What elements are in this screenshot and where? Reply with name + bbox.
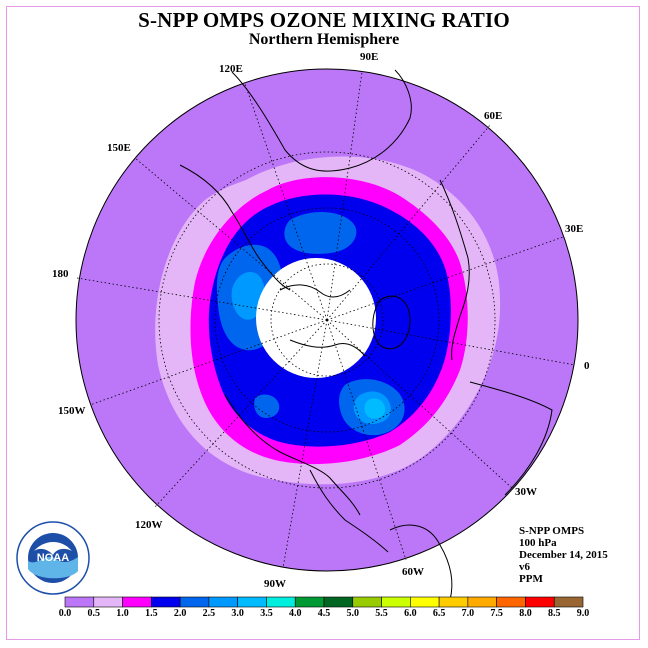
noaa-logo-text: NOAA xyxy=(37,552,69,564)
info-units: PPM xyxy=(519,573,543,585)
latitude-50N xyxy=(214,207,440,433)
coast-africa xyxy=(469,381,553,496)
coast-arctic-2 xyxy=(289,339,366,357)
latitude-70N xyxy=(270,263,384,377)
coast-asia xyxy=(231,69,412,172)
lon-label-30W: 30W xyxy=(515,486,537,498)
figure-frame xyxy=(6,6,640,640)
lon-label-0: 0 xyxy=(584,360,590,372)
colorbar-tick-label: 1.5 xyxy=(145,608,158,619)
colorbar-tick-label: 2.5 xyxy=(202,608,216,619)
lon-label-120W: 120W xyxy=(135,519,163,531)
meridian-120E xyxy=(244,83,328,321)
colorbar-tick-label: 6.0 xyxy=(404,608,417,619)
field-level-2.0-2.5-north xyxy=(284,211,357,254)
polar-no-data-cap xyxy=(256,258,376,378)
colorbar-tick-label: 8.5 xyxy=(547,608,561,619)
colorbar-tick-label: 7.0 xyxy=(461,608,475,619)
colorbar-tick-label: 4.0 xyxy=(288,608,302,619)
colorbar-tick-label: 6.5 xyxy=(432,608,446,619)
lon-label-90W: 90W xyxy=(264,578,286,590)
info-block: S-NPP OMPS 100 hPa December 14, 2015 v6 … xyxy=(519,525,608,585)
colorbar-tick-label: 5.0 xyxy=(346,608,360,619)
lon-label-30E: 30E xyxy=(565,223,584,235)
lon-label-180: 180 xyxy=(52,268,69,280)
field-level-2.5-3.0-west xyxy=(231,271,265,320)
lon-label-150E: 150E xyxy=(107,142,131,154)
lon-label-60W: 60W xyxy=(402,566,424,578)
coast-arctic xyxy=(279,284,351,298)
colorbar-tick-label: 0.0 xyxy=(58,608,72,619)
noaa-logo: NOAA xyxy=(16,521,90,595)
colorbar-tick-label: 9.0 xyxy=(576,608,590,619)
colorbar-tick-label: 3.5 xyxy=(260,608,273,619)
map-title: S-NPP OMPS OZONE MIXING RATIO xyxy=(138,8,510,32)
meridian-30E xyxy=(326,236,564,321)
map-subtitle: Northern Hemisphere xyxy=(248,31,400,48)
meridian-90E xyxy=(326,71,363,321)
colorbar-tick-label: 7.5 xyxy=(490,608,503,619)
info-level: 100 hPa xyxy=(519,537,557,549)
graticule xyxy=(76,71,576,569)
lon-label-150W: 150W xyxy=(58,405,86,417)
latitude-30N xyxy=(158,151,496,489)
lon-label-90E: 90E xyxy=(360,51,379,63)
colorbar-tick-label: 1.0 xyxy=(116,608,129,619)
colorbar-tick-label: 2.0 xyxy=(173,608,187,619)
colorbar-tick-label: 3.0 xyxy=(231,608,244,619)
lon-label-60E: 60E xyxy=(484,110,503,122)
field-level-3.0-3.5-east xyxy=(364,398,386,419)
coast-greenland xyxy=(372,295,411,350)
colorbar-tick-label: 4.5 xyxy=(317,608,331,619)
info-instrument: S-NPP OMPS xyxy=(519,525,585,537)
lon-label-120E: 120E xyxy=(219,63,243,75)
coast-south-america xyxy=(389,524,453,601)
coast-east-asia xyxy=(179,164,291,291)
coast-central-america xyxy=(309,469,389,553)
info-version: v6 xyxy=(519,561,530,573)
colorbar-tick-label: 8.0 xyxy=(519,608,532,619)
info-date: December 14, 2015 xyxy=(519,549,608,561)
meridian-150E xyxy=(134,157,328,321)
colorbar-tick-label: 0.5 xyxy=(87,608,101,619)
meridian-30W xyxy=(326,319,513,489)
coast-europe xyxy=(439,179,470,361)
field-level-2.0-2.5-south xyxy=(254,394,280,418)
colorbar-tick-label: 5.5 xyxy=(375,608,388,619)
map-boundary xyxy=(75,68,579,572)
